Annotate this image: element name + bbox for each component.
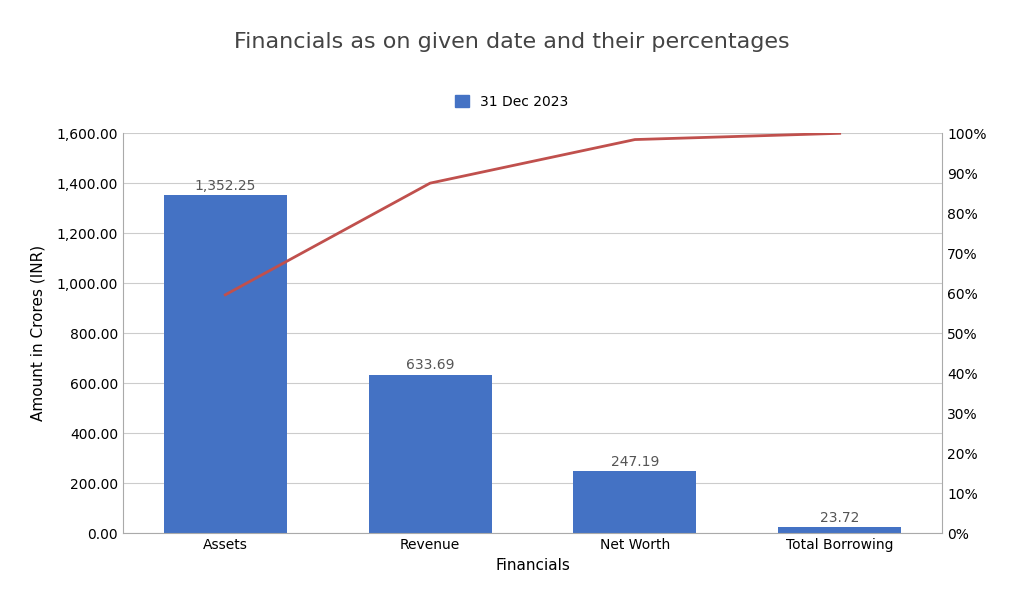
Text: 247.19: 247.19 xyxy=(610,455,659,469)
Legend: 31 Dec 2023: 31 Dec 2023 xyxy=(456,95,568,109)
Bar xyxy=(573,471,696,533)
Y-axis label: Amount in Crores (INR): Amount in Crores (INR) xyxy=(31,245,45,421)
X-axis label: Financials: Financials xyxy=(495,558,570,573)
Bar xyxy=(778,527,901,533)
Bar xyxy=(369,375,492,533)
Text: Financials as on given date and their percentages: Financials as on given date and their pe… xyxy=(234,32,790,53)
Bar xyxy=(164,195,287,533)
Text: 23.72: 23.72 xyxy=(820,511,859,525)
Text: 633.69: 633.69 xyxy=(406,358,455,372)
Text: 1,352.25: 1,352.25 xyxy=(195,179,256,193)
